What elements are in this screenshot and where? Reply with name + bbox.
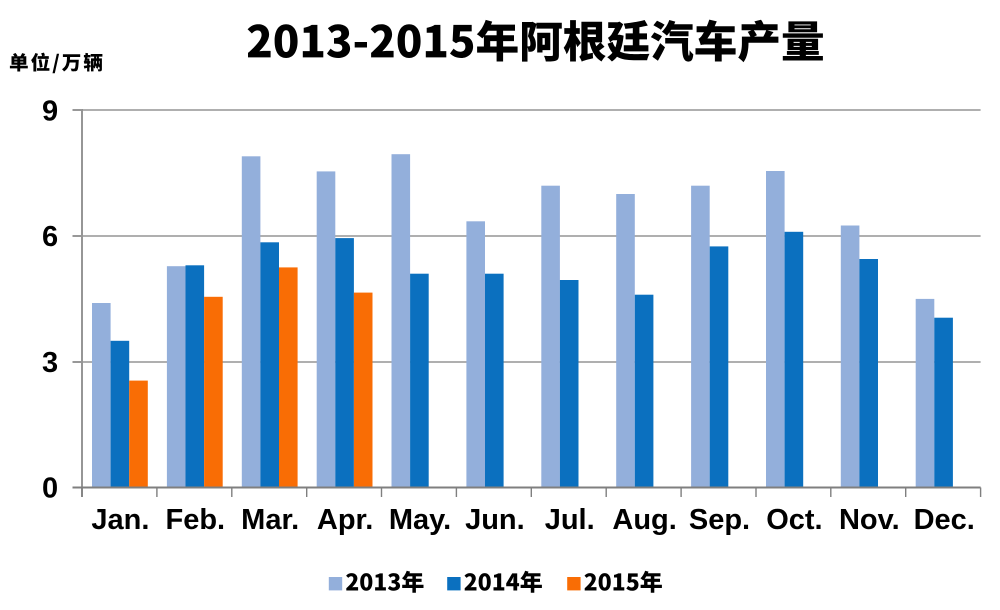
svg-text:3: 3 <box>42 347 58 379</box>
svg-text:Jul.: Jul. <box>545 504 595 536</box>
svg-text:0: 0 <box>42 473 58 505</box>
svg-text:Feb.: Feb. <box>165 504 225 536</box>
svg-text:Mar.: Mar. <box>241 504 299 536</box>
svg-text:Oct.: Oct. <box>766 504 822 536</box>
svg-text:Sep.: Sep. <box>689 504 750 536</box>
svg-text:Jan.: Jan. <box>91 504 149 536</box>
svg-text:9: 9 <box>42 95 58 127</box>
svg-text:Apr.: Apr. <box>317 504 373 536</box>
svg-text:Nov.: Nov. <box>839 504 900 536</box>
svg-text:Dec.: Dec. <box>914 504 975 536</box>
svg-text:6: 6 <box>42 221 58 253</box>
svg-text:Jun.: Jun. <box>465 504 525 536</box>
svg-text:May.: May. <box>389 504 451 536</box>
svg-text:Aug.: Aug. <box>612 504 676 536</box>
